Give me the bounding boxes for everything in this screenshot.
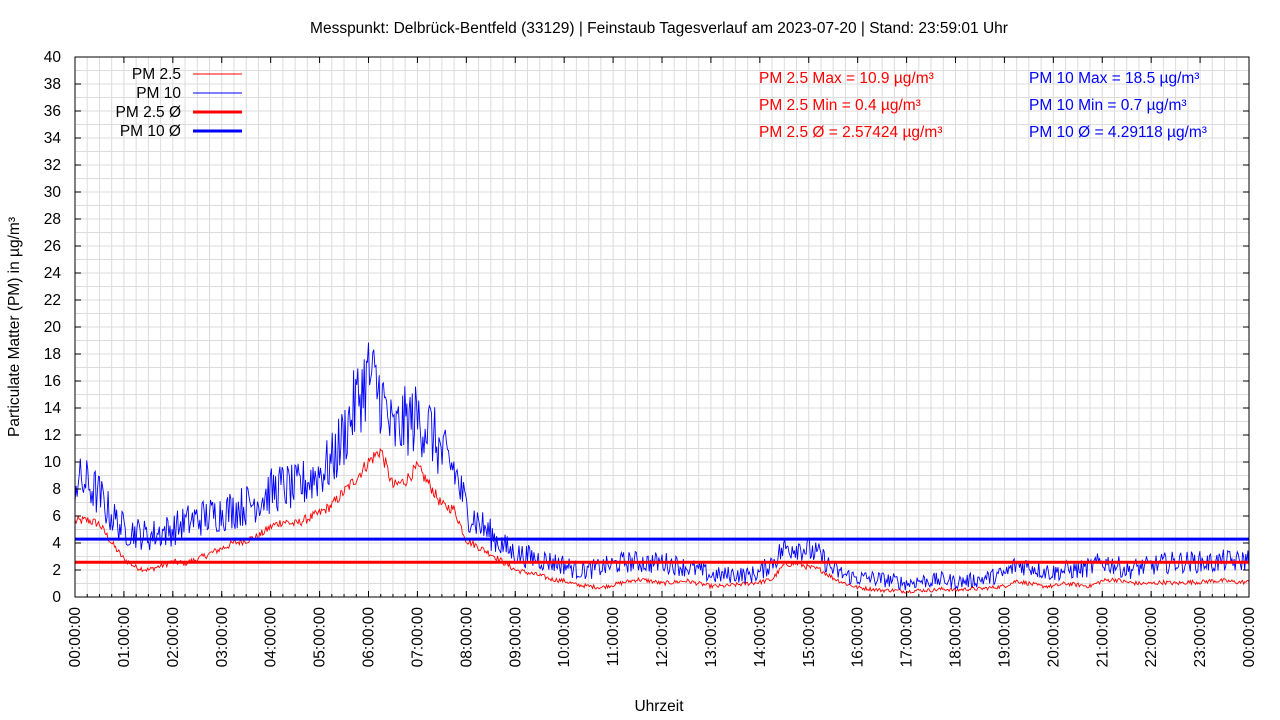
legend-label-pm25-avg: PM 2.5 Ø	[116, 104, 181, 121]
x-tick-label: 22:00:00	[1143, 607, 1160, 668]
x-tick-label: 17:00:00	[899, 607, 916, 668]
legend-label-pm25: PM 2.5	[132, 66, 181, 83]
x-tick-label: 03:00:00	[214, 607, 231, 668]
x-tick-label: 02:00:00	[165, 607, 182, 668]
y-tick-label: 12	[44, 427, 61, 444]
x-tick-label: 10:00:00	[556, 607, 573, 668]
y-tick-label: 40	[44, 49, 62, 66]
series-line-pm10	[74, 342, 1250, 591]
y-tick-label: 18	[44, 346, 61, 363]
y-tick-label: 24	[44, 265, 62, 282]
x-tick-label: 12:00:00	[654, 607, 671, 668]
x-tick-label: 01:00:00	[116, 607, 133, 668]
x-tick-label: 19:00:00	[996, 607, 1013, 668]
legend: PM 2.5 PM 10 PM 2.5 Ø PM 10 Ø	[116, 66, 242, 140]
x-tick-label: 14:00:00	[752, 607, 769, 668]
x-tick-label: 23:00:00	[1192, 607, 1209, 668]
x-tick-label: 09:00:00	[507, 607, 524, 668]
x-tick-label: 21:00:00	[1094, 607, 1111, 668]
pm25-avg-label: PM 2.5 Ø = 2.57424 µg/m³	[759, 124, 942, 141]
x-tick-label: 00:00:00	[1241, 607, 1258, 668]
legend-label-pm10: PM 10	[136, 85, 181, 102]
x-tick-labels: 00:00:00 01:00:00 02:00:00 03:00:00 04:00:00…	[67, 57, 1258, 667]
y-tick-label: 14	[44, 400, 62, 417]
x-tick-label: 20:00:00	[1045, 607, 1062, 668]
series-lines	[74, 342, 1250, 594]
x-tick-label: 07:00:00	[409, 607, 426, 668]
y-tick-label: 10	[44, 454, 62, 471]
legend-label-pm10-avg: PM 10 Ø	[120, 123, 181, 140]
x-axis-label: Uhrzeit	[634, 698, 684, 715]
y-tick-label: 30	[44, 184, 62, 201]
x-tick-label: 04:00:00	[263, 607, 280, 668]
series-line-pm25	[74, 447, 1250, 594]
y-tick-label: 6	[52, 508, 61, 525]
pm25-max-label: PM 2.5 Max = 10.9 µg/m³	[759, 70, 934, 87]
y-tick-label: 4	[52, 535, 61, 552]
y-tick-label: 16	[44, 373, 61, 390]
y-tick-label: 38	[44, 76, 61, 93]
y-tick-label: 0	[52, 589, 61, 606]
average-lines	[75, 537, 1249, 564]
y-tick-label: 22	[44, 292, 61, 309]
y-tick-label: 8	[52, 481, 61, 498]
x-tick-label: 11:00:00	[605, 607, 622, 667]
x-tick-label: 15:00:00	[801, 607, 818, 668]
x-tick-label: 05:00:00	[312, 607, 329, 668]
y-axis-label: Particulate Matter (PM) in µg/m³	[6, 217, 23, 437]
x-tick-label: 06:00:00	[361, 607, 378, 668]
y-tick-label: 32	[44, 157, 61, 174]
x-tick-label: 16:00:00	[850, 607, 867, 668]
pm10-min-label: PM 10 Min = 0.7 µg/m³	[1029, 97, 1187, 114]
pm10-avg-label: PM 10 Ø = 4.29118 µg/m³	[1029, 124, 1207, 141]
pm25-min-label: PM 2.5 Min = 0.4 µg/m³	[759, 97, 921, 114]
y-tick-label: 20	[44, 319, 62, 336]
y-tick-label: 34	[44, 130, 62, 147]
y-tick-label: 2	[52, 562, 61, 579]
stats-annotations: PM 2.5 Max = 10.9 µg/m³ PM 2.5 Min = 0.4…	[759, 70, 1207, 141]
y-tick-label: 28	[44, 211, 61, 228]
x-tick-label: 18:00:00	[948, 607, 965, 668]
x-tick-label: 13:00:00	[703, 607, 720, 668]
x-tick-label: 08:00:00	[458, 607, 475, 668]
chart-title: Messpunkt: Delbrück-Bentfeld (33129) | F…	[310, 20, 1008, 37]
x-tick-label: 00:00:00	[67, 607, 84, 668]
pm10-max-label: PM 10 Max = 18.5 µg/m³	[1029, 70, 1199, 87]
y-tick-label: 26	[44, 238, 61, 255]
y-tick-label: 36	[44, 103, 61, 120]
